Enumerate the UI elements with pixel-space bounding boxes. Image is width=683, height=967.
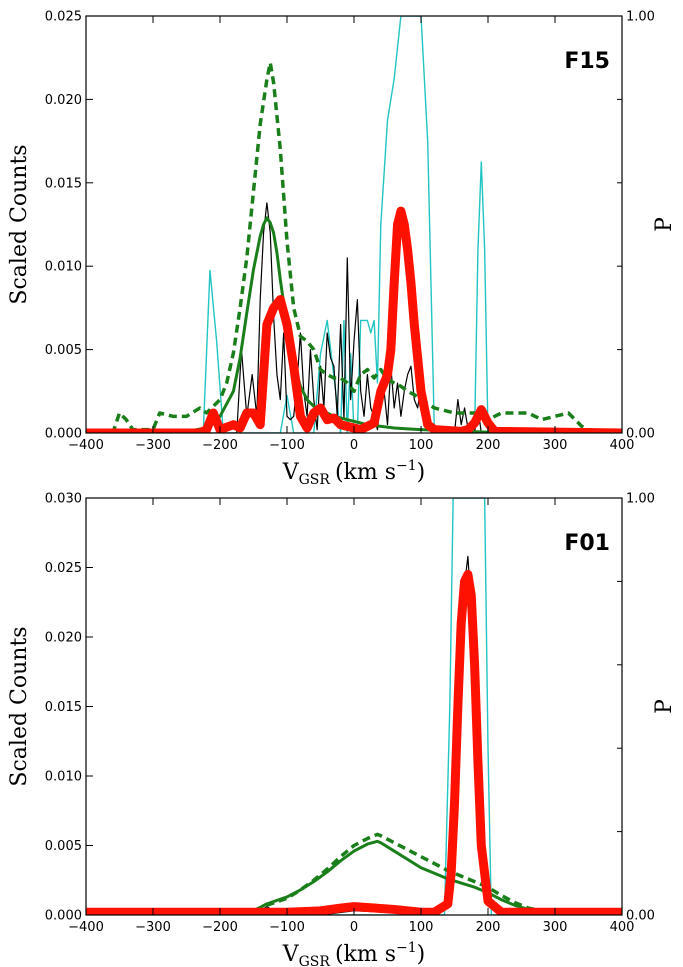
series-black-thin <box>86 555 622 915</box>
x-tick-label: −200 <box>202 438 238 453</box>
x-tick-label: 300 <box>543 438 568 453</box>
plot-frame <box>85 15 623 434</box>
y-tick-label: 0.030 <box>45 492 82 507</box>
y-tick-label: 0.010 <box>45 260 82 275</box>
panel-label: F01 <box>564 531 610 556</box>
x-label-main: V <box>282 460 300 485</box>
data-lines <box>86 16 622 433</box>
x-label-unit: (km s <box>335 942 396 967</box>
x-tick-label: −400 <box>68 438 104 453</box>
x-label-unit: (km s <box>335 460 396 485</box>
y-tick-label: 0.005 <box>45 343 82 358</box>
x-label-exp: −1 <box>396 458 417 474</box>
series-red-thick <box>86 569 622 915</box>
x-tick-label: 100 <box>409 920 434 935</box>
x-tick-label: −300 <box>135 920 171 935</box>
y-tick-label: 0.005 <box>45 839 82 854</box>
x-tick-label: −200 <box>202 920 238 935</box>
x-label-close: ) <box>417 942 426 967</box>
y2-axis-label: P <box>652 699 677 714</box>
series-green-dashed <box>86 60 622 433</box>
x-label-close: ) <box>417 460 426 485</box>
y-axis-label: Scaled Counts <box>7 626 32 786</box>
y-tick-label: 0.020 <box>45 631 82 646</box>
y-tick-label: 0.015 <box>45 176 82 191</box>
y-tick-label: 0.020 <box>45 93 82 108</box>
x-axis-label: VGSR (km s−1) <box>282 458 426 488</box>
x-label-sub: GSR <box>299 954 331 967</box>
x-tick-label: 200 <box>476 438 501 453</box>
x-label-sub: GSR <box>299 472 331 488</box>
x-tick-label: −400 <box>68 920 104 935</box>
x-tick-label: 0 <box>350 920 358 935</box>
y-tick-label: 0.000 <box>45 427 82 442</box>
x-tick-label: 100 <box>409 438 434 453</box>
series-black-thin <box>86 202 622 433</box>
x-axis-label: VGSR (km s−1) <box>282 940 426 967</box>
x-tick-label: −100 <box>269 438 305 453</box>
y-axis-label: Scaled Counts <box>7 144 32 304</box>
x-tick-label: 0 <box>350 438 358 453</box>
y2-tick-label: 1.00 <box>626 492 655 507</box>
y2-axis-label: P <box>652 217 677 232</box>
data-lines <box>86 498 622 915</box>
x-label-exp: −1 <box>396 940 417 956</box>
series-green-solid <box>86 216 622 433</box>
panel-label: F15 <box>564 49 610 74</box>
y-tick-label: 0.025 <box>45 10 82 25</box>
series-red-thick <box>86 206 622 433</box>
x-tick-label: 200 <box>476 920 501 935</box>
panel-f15: −400 −300 −200 −100 0 100 200 300 400 0.000 0.005 0… <box>7 10 677 489</box>
panel-f01: −400 −300 −200 −100 0 100 200 300 400 0.000 0.005 0… <box>7 492 677 967</box>
y-tick-label: 0.015 <box>45 700 82 715</box>
y-tick-label: 0.000 <box>45 909 82 924</box>
y2-tick-label: 1.00 <box>626 10 655 25</box>
x-tick-label: −100 <box>269 920 305 935</box>
x-label-main: V <box>282 942 300 967</box>
x-tick-label: 400 <box>610 920 635 935</box>
series-green-solid <box>86 839 622 915</box>
x-tick-label: 300 <box>543 920 568 935</box>
x-tick-label: −300 <box>135 438 171 453</box>
x-tick-label: 400 <box>610 438 635 453</box>
series-cyan-thin <box>86 16 622 433</box>
y-tick-label: 0.010 <box>45 770 82 785</box>
y2-tick-label: 0.00 <box>626 909 655 924</box>
y2-tick-label: 0.00 <box>626 427 655 442</box>
y-tick-label: 0.025 <box>45 561 82 576</box>
